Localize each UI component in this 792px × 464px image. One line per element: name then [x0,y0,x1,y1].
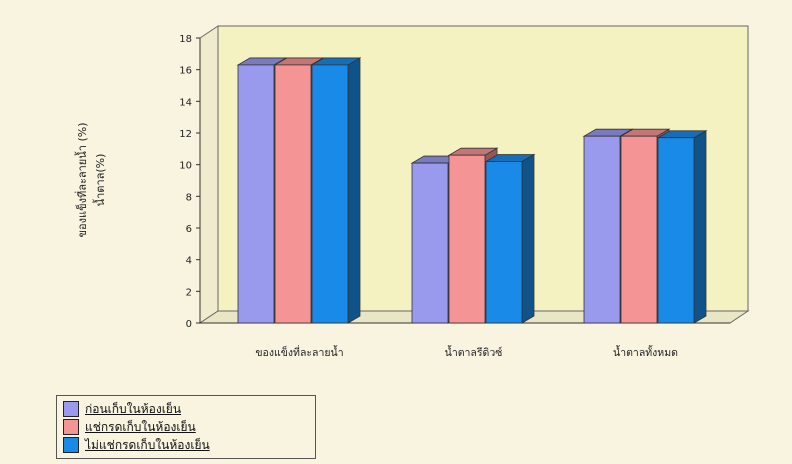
y-tick-label: 6 [186,224,192,235]
y-tick-label: 12 [179,129,192,140]
bar-side [693,130,707,324]
legend-swatch [63,419,79,435]
bar [583,135,621,324]
bar [274,64,312,324]
bar [311,64,349,324]
legend-label: แช่กรดเก็บในห้องเย็น [85,419,196,434]
y-tick-label: 16 [179,66,192,77]
legend-swatch [63,401,79,417]
bars [236,57,708,324]
legend-swatch [63,437,79,453]
y-tick-label: 0 [186,319,192,330]
legend-label: ไม่แช่กรดเก็บในห้องเย็น [85,437,210,452]
y-axis-label-line: น้ำตาล(%) [92,154,107,207]
legend-item: ก่อนเก็บในห้องเย็น [63,401,181,417]
y-tick-label: 14 [179,97,192,108]
legend-item: แช่กรดเก็บในห้องเย็น [63,419,196,435]
bar [485,161,523,324]
legend-item: ไม่แช่กรดเก็บในห้องเย็น [63,437,210,453]
y-tick-labels: 0 2 4 6 8 10 12 14 16 18 [179,34,200,330]
side-wall [199,25,219,324]
y-tick-label: 8 [186,192,192,203]
y-axis-label-line: ของแข็งที่ละลายน้ำ (%) [74,123,89,238]
y-axis-label: ของแข็งที่ละลายน้ำ (%) น้ำตาล(%) [74,123,107,238]
bar-side [347,57,361,324]
y-tick-label: 4 [186,256,192,267]
bar-side [521,153,535,324]
bar [448,154,486,324]
bar [237,64,275,324]
bar [657,137,695,324]
y-tick-label: 18 [179,34,192,45]
legend: ก่อนเก็บในห้องเย็น แช่กรดเก็บในห้องเย็น … [56,395,316,459]
y-tick-label: 2 [186,287,192,298]
legend-label: ก่อนเก็บในห้องเย็น [85,401,182,416]
bar [411,162,449,324]
category-label: น้ำตาลรีดิวซ์ [445,345,503,359]
y-tick-label: 10 [179,161,192,172]
bar [620,135,658,324]
category-label: ของแข็งที่ละลายน้ำ [255,345,343,359]
category-label: น้ำตาลทั้งหมด [613,345,678,359]
category-labels: ของแข็งที่ละลายน้ำ น้ำตาลรีดิวซ์ น้ำตาลทั้… [255,345,678,359]
